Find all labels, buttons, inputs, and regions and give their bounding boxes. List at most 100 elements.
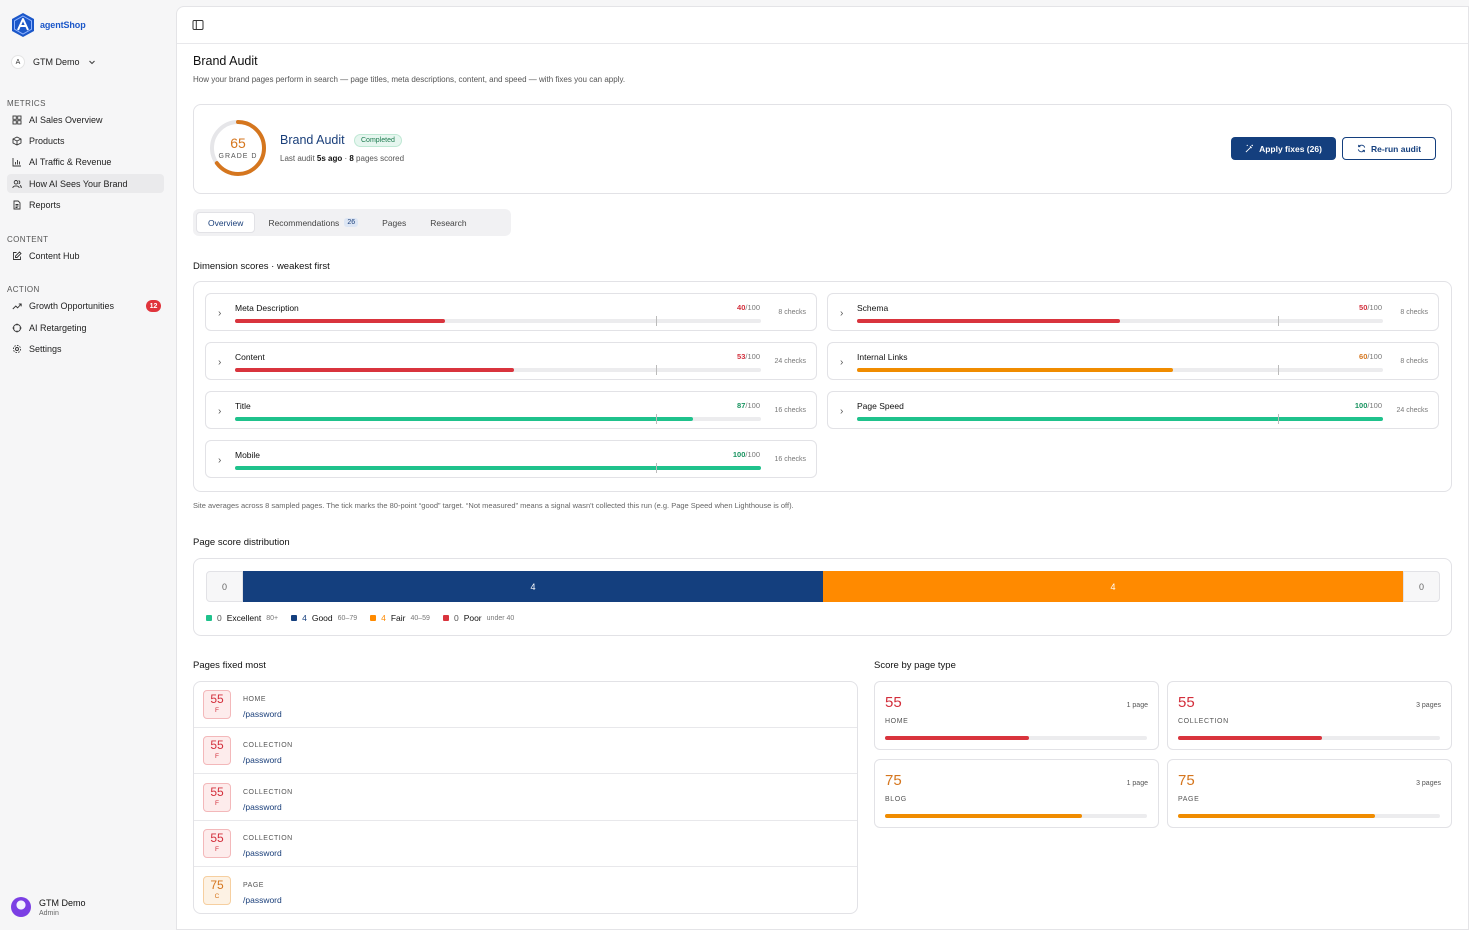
table-row[interactable]: 55 F HOME/password <box>194 682 857 728</box>
dimension-scores-card: › Meta Description 40/100 8 checks › Schema 50… <box>193 281 1452 492</box>
tab-label: Recommendations <box>268 217 340 228</box>
legend-name: Good <box>311 613 333 623</box>
page-type-score: 75 <box>885 772 902 789</box>
sidebar-toggle-icon[interactable] <box>192 19 204 31</box>
page-grade: F <box>215 753 219 761</box>
dimension-row[interactable]: › Page Speed 100/100 24 checks <box>827 391 1439 429</box>
status-badge: Completed <box>354 134 402 147</box>
page-type-label: HOME <box>885 718 909 725</box>
dimension-row[interactable]: › Mobile 100/100 16 checks <box>205 440 817 478</box>
legend-swatch <box>206 615 212 621</box>
legend-range: 80+ <box>266 614 279 622</box>
sidebar-item-ai-sales-overview[interactable]: AI Sales Overview <box>7 110 164 129</box>
score-track <box>235 365 761 375</box>
score-fill <box>885 736 1030 740</box>
tab-label: Research <box>430 217 467 228</box>
legend-item: 4 Fair 40–59 <box>370 613 430 623</box>
tab-research[interactable]: Research <box>419 212 477 233</box>
sidebar-item-settings[interactable]: Settings <box>7 339 164 358</box>
page-type-count: 3 pages <box>1416 780 1441 787</box>
page-type-count: 3 pages <box>1416 702 1441 709</box>
score-fill <box>235 368 514 372</box>
dimension-checks: 24 checks <box>774 358 806 365</box>
page-path-link[interactable]: /password <box>243 755 282 766</box>
score-fill <box>235 466 761 470</box>
audit-summary-card: 65 GRADE D Brand Audit Completed Last au… <box>193 104 1452 194</box>
dimension-row[interactable]: › Content 53/100 24 checks <box>205 342 817 380</box>
page-score-badge: 55 F <box>203 782 231 812</box>
legend-range: 40–59 <box>410 614 430 622</box>
dimension-name: Page Speed <box>857 401 904 411</box>
page-type: COLLECTION <box>243 742 293 750</box>
page-type-card[interactable]: 55 COLLECTION 3 pages <box>1167 681 1452 750</box>
chevron-right-icon: › <box>840 357 844 368</box>
dimension-scores-title: Dimension scores · weakest first <box>193 261 330 272</box>
dimension-name: Content <box>235 352 265 362</box>
table-row[interactable]: 55 F COLLECTION/password <box>194 775 857 821</box>
sidebar-item-label: How AI Sees Your Brand <box>29 178 128 189</box>
page-type-card[interactable]: 75 BLOG 1 page <box>874 759 1159 828</box>
dimension-row[interactable]: › Title 87/100 16 checks <box>205 391 817 429</box>
rerun-audit-button[interactable]: Re-run audit <box>1342 137 1436 160</box>
legend-item: 4 Good 60–79 <box>291 613 357 623</box>
target-tick <box>1277 414 1279 424</box>
page-subtitle: How your brand pages perform in search —… <box>193 75 626 84</box>
chevron-right-icon: › <box>218 308 222 319</box>
score-fill <box>235 417 693 421</box>
page-type: COLLECTION <box>243 788 293 796</box>
sidebar-item-products[interactable]: Products <box>7 131 164 150</box>
tab-overview[interactable]: Overview <box>196 212 256 233</box>
audit-meta-separator: · <box>342 154 350 163</box>
sidebar-item-how-ai-sees-your-brand[interactable]: How AI Sees Your Brand <box>7 174 164 193</box>
sidebar-item-ai-traffic-revenue[interactable]: AI Traffic & Revenue <box>7 152 164 171</box>
avatar <box>11 897 31 917</box>
page-path-link[interactable]: /password <box>243 848 282 859</box>
page-grade: C <box>214 892 220 900</box>
sidebar-item-label: Growth Opportunities <box>29 300 115 311</box>
distribution-segment: 0 <box>1403 571 1440 602</box>
workspace-switcher[interactable]: A GTM Demo <box>11 55 96 69</box>
users-icon <box>12 179 22 188</box>
box-icon <box>12 135 22 146</box>
dimension-row[interactable]: › Schema 50/100 8 checks <box>827 293 1439 331</box>
sidebar: agentShop A GTM Demo METRICS AI Sales Ov… <box>0 0 176 930</box>
table-row[interactable]: 55 F COLLECTION/password <box>194 728 857 775</box>
target-tick <box>655 414 657 424</box>
page-grade: F <box>215 707 219 714</box>
tab-label: Pages <box>382 217 407 228</box>
score-track <box>1178 814 1440 818</box>
main-panel: Brand Audit How your brand pages perform… <box>176 6 1469 930</box>
dimension-score: 100/100 <box>733 450 760 459</box>
rerun-audit-label: Re-run audit <box>1370 143 1422 154</box>
tab-recommendations[interactable]: Recommendations 26 <box>257 212 369 233</box>
page-path-link[interactable]: /password <box>243 894 282 905</box>
sidebar-item-growth-opportunities[interactable]: Growth Opportunities 12 <box>7 296 164 315</box>
page-path-link[interactable]: /password <box>243 709 282 719</box>
dimension-row[interactable]: › Meta Description 40/100 8 checks <box>205 293 817 331</box>
table-row[interactable]: 55 F COLLECTION/password <box>194 821 857 868</box>
dimension-score-value: 100 <box>732 450 746 459</box>
sidebar-item-content-hub[interactable]: Content Hub <box>7 246 164 265</box>
sidebar-item-reports[interactable]: Reports <box>7 195 164 214</box>
legend-name: Excellent <box>226 613 262 623</box>
page-path-link[interactable]: /password <box>243 801 282 812</box>
apply-fixes-button[interactable]: Apply fixes (26) <box>1231 137 1336 160</box>
sidebar-item-label: AI Sales Overview <box>29 114 103 125</box>
target-tick <box>1277 365 1279 375</box>
agentshop-logo-icon <box>12 13 34 37</box>
score-track <box>1178 736 1440 740</box>
user-menu[interactable]: GTM Demo Admin <box>11 897 86 917</box>
dimension-row[interactable]: › Internal Links 60/100 8 checks <box>827 342 1439 380</box>
sidebar-item-ai-retargeting[interactable]: AI Retargeting <box>7 318 164 337</box>
page-type-card[interactable]: 75 PAGE 3 pages <box>1167 759 1452 828</box>
brand-logo[interactable]: agentShop <box>10 12 86 38</box>
dimension-score: 100/100 <box>1355 401 1382 410</box>
audit-time: 5s ago <box>316 154 343 163</box>
legend-name: Poor <box>463 613 482 623</box>
table-row[interactable]: 75 C PAGE/password <box>194 868 857 914</box>
tab-pages[interactable]: Pages <box>371 212 417 233</box>
page-type-card[interactable]: 55 HOME 1 page <box>874 681 1159 750</box>
dimension-score-max: /100 <box>745 303 760 312</box>
score-track <box>885 736 1147 740</box>
dimension-checks: 8 checks <box>1400 358 1428 365</box>
